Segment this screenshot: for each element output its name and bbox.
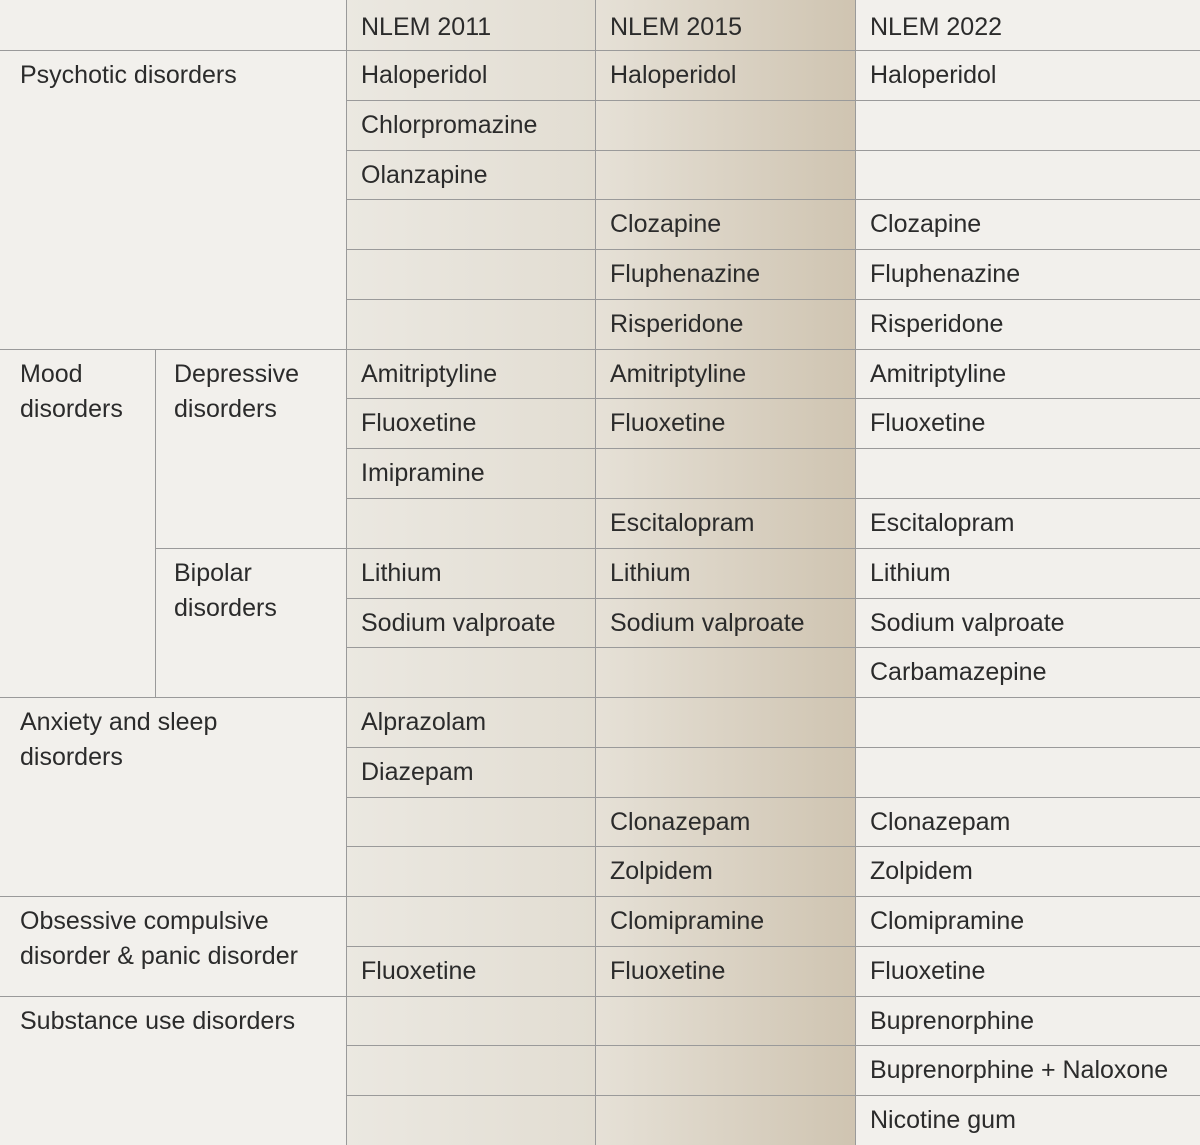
row-line (346, 448, 1200, 450)
row-line (346, 1095, 1200, 1097)
drug-cell: Escitalopram (610, 508, 755, 537)
group-line (0, 348, 1200, 350)
drug-cell: Sodium valproate (870, 608, 1065, 637)
drug-cell: Chlorpromazine (361, 110, 538, 139)
group-label: Substance use disorders (20, 1006, 296, 1035)
drug-cell: Fluoxetine (361, 956, 477, 985)
drug-cell: Sodium valproate (610, 608, 805, 637)
drug-cell: Alprazolam (361, 708, 487, 737)
drug-cell: Imipramine (361, 459, 485, 488)
drug-cell: Clozapine (610, 210, 722, 239)
row-line (346, 746, 1200, 748)
row-line (346, 398, 1200, 400)
row-line (0, 50, 1200, 51)
drug-cell: Fluphenazine (870, 260, 1021, 289)
column-shade (595, 0, 855, 1145)
drug-cell: Clomipramine (870, 907, 1025, 936)
group-label: Obsessive compulsive disorder & panic di… (20, 907, 298, 971)
column-line (155, 348, 156, 698)
drug-cell: Carbamazepine (870, 658, 1047, 687)
drug-cell: Zolpidem (870, 857, 973, 886)
drug-cell: Clomipramine (610, 907, 765, 936)
drug-cell: Fluoxetine (361, 409, 477, 438)
drug-cell: Haloperidol (361, 61, 488, 89)
subgroup-line (155, 547, 1200, 549)
drug-cell: Fluoxetine (870, 409, 986, 438)
drug-cell: Lithium (870, 558, 951, 587)
drug-cell: Sodium valproate (361, 608, 556, 637)
drug-cell: Escitalopram (870, 508, 1015, 537)
column-shade (346, 0, 595, 1145)
drug-cell: Amitriptyline (361, 359, 498, 388)
row-line (346, 497, 1200, 499)
drug-cell: Fluphenazine (610, 260, 761, 289)
subgroup-label: Bipolar disorders (174, 558, 277, 622)
column-line (595, 0, 596, 1145)
group-label: Mood disorders (20, 359, 123, 423)
drug-cell: Clonazepam (870, 807, 1011, 836)
column-header: NLEM 2022 (870, 13, 1003, 41)
drug-cell: Clozapine (870, 210, 982, 239)
drug-cell: Nicotine gum (870, 1106, 1016, 1135)
drug-cell: Haloperidol (610, 61, 737, 89)
drug-cell: Amitriptyline (870, 359, 1007, 388)
drug-cell: Lithium (610, 558, 691, 587)
drug-cell: Haloperidol (870, 61, 997, 89)
drug-cell: Fluoxetine (610, 956, 726, 985)
row-line (346, 597, 1200, 599)
drug-cell: Buprenorphine + Naloxone (870, 1056, 1169, 1085)
drug-cell: Fluoxetine (870, 956, 986, 985)
column-line (346, 0, 347, 1145)
group-line (0, 896, 1200, 898)
column-header: NLEM 2011 (361, 13, 492, 41)
drug-cell: Lithium (361, 558, 442, 587)
row-line (346, 647, 1200, 649)
row-line (346, 796, 1200, 798)
column-header: NLEM 2015 (610, 13, 743, 41)
row-line (346, 846, 1200, 848)
row-line (346, 1045, 1200, 1047)
drug-cell: Fluoxetine (610, 409, 726, 438)
drug-cell: Diazepam (361, 757, 474, 786)
row-line (346, 945, 1200, 947)
row-line (346, 99, 1200, 101)
group-line (0, 697, 1200, 699)
drug-cell: Olanzapine (361, 160, 488, 189)
row-line (346, 149, 1200, 151)
group-label: Anxiety and sleep disorders (20, 708, 218, 772)
group-line (0, 995, 1200, 997)
drug-cell: Risperidone (870, 309, 1004, 338)
drug-cell: Clonazepam (610, 807, 751, 836)
drug-cell: Amitriptyline (610, 359, 747, 388)
drug-cell: Buprenorphine (870, 1006, 1035, 1035)
subgroup-label: Depressive disorders (174, 359, 300, 423)
row-line (346, 199, 1200, 201)
row-line (346, 249, 1200, 251)
row-line (346, 298, 1200, 300)
group-label: Psychotic disorders (20, 61, 237, 89)
drug-cell: Zolpidem (610, 857, 713, 886)
drug-cell: Risperidone (610, 309, 744, 338)
column-line (855, 0, 856, 1145)
